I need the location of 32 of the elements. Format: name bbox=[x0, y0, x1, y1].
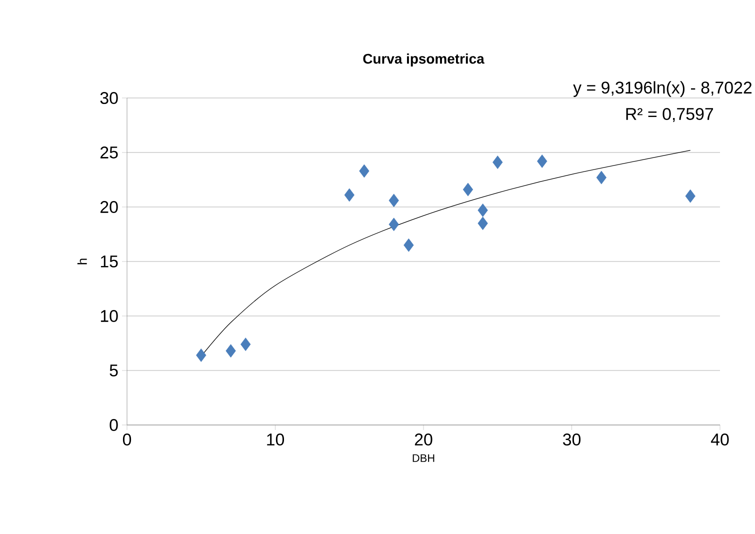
y-tick-label: 0 bbox=[110, 418, 118, 431]
y-tick-label: 15 bbox=[100, 256, 118, 268]
x-axis-title: DBH bbox=[412, 454, 434, 462]
point bbox=[388, 194, 399, 208]
point bbox=[537, 154, 548, 168]
point bbox=[478, 204, 488, 217]
point bbox=[388, 218, 399, 232]
point bbox=[478, 216, 488, 230]
x-tick-label: 30 bbox=[562, 434, 581, 446]
y-tick-label: 20 bbox=[100, 200, 118, 213]
y-axis-title: h bbox=[77, 258, 87, 264]
point bbox=[196, 348, 206, 362]
point bbox=[344, 188, 354, 202]
point bbox=[596, 170, 606, 184]
x-tick-label: 20 bbox=[414, 434, 432, 446]
chart-title: Curva ipsometrica bbox=[363, 53, 484, 66]
y-tick-label: 30 bbox=[100, 92, 118, 104]
point bbox=[404, 238, 414, 252]
x-tick-label: 10 bbox=[267, 434, 284, 446]
annotation: R² = 0,7597 bbox=[626, 108, 713, 122]
point bbox=[685, 189, 696, 203]
x-tick-label: 40 bbox=[710, 434, 729, 446]
point bbox=[359, 164, 370, 178]
text: y = 9,3196ln(x) - 8,7022 bbox=[573, 81, 752, 97]
x-tick-label: 0 bbox=[122, 434, 132, 446]
point bbox=[462, 182, 474, 196]
point bbox=[492, 156, 503, 169]
y-tick-label: 25 bbox=[100, 146, 118, 158]
y-tick-label: 10 bbox=[100, 310, 118, 322]
y-tick-label: 5 bbox=[110, 364, 118, 376]
point bbox=[240, 338, 251, 352]
point bbox=[226, 344, 236, 358]
